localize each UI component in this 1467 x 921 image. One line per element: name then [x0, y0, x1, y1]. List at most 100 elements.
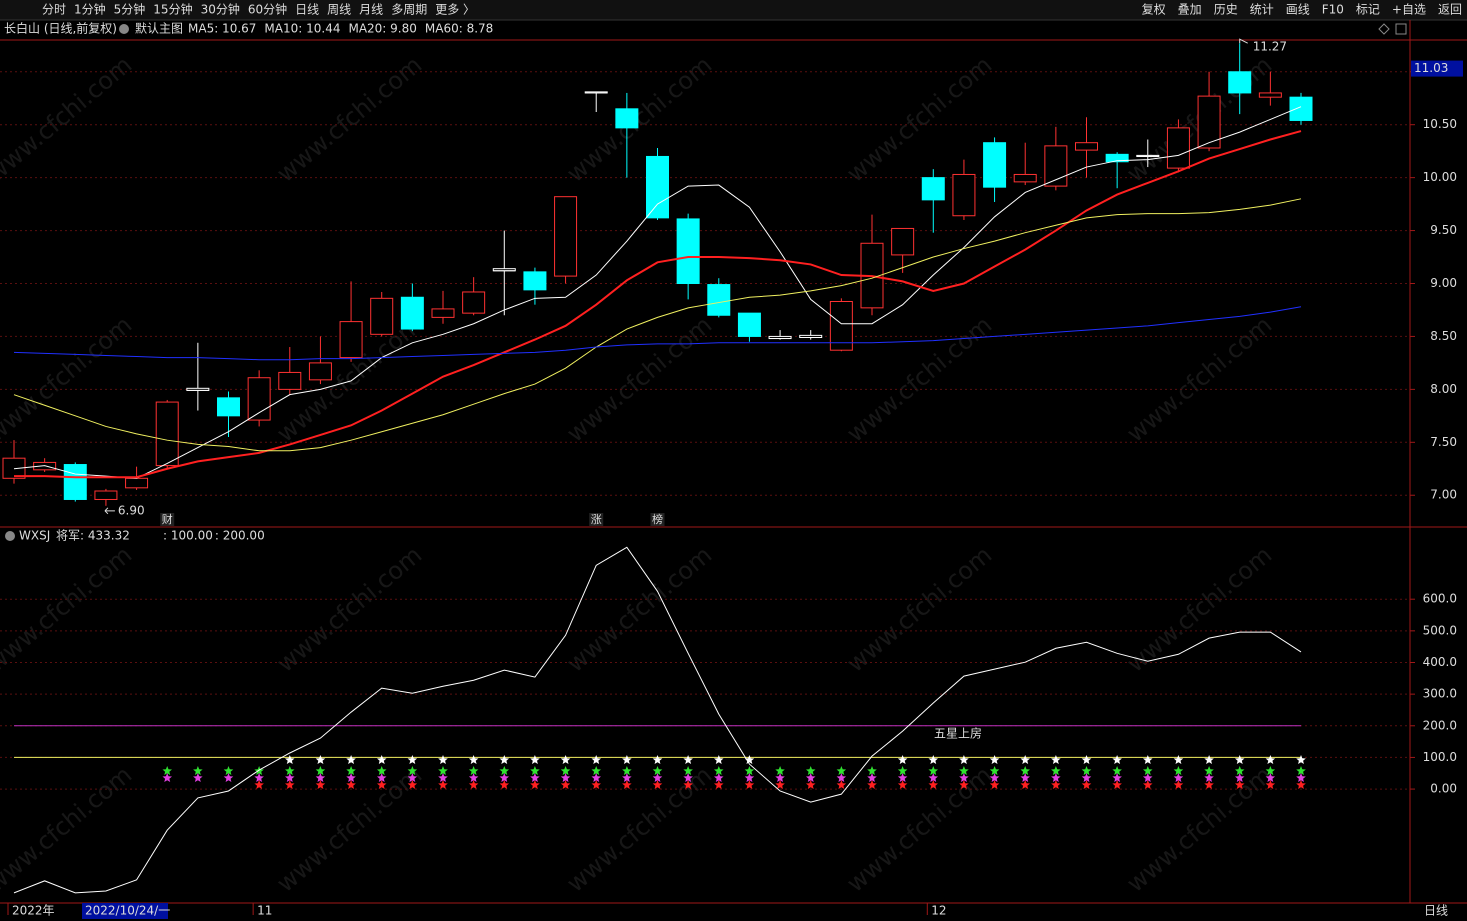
signal-star: [1143, 766, 1153, 775]
signal-star: [1112, 755, 1122, 764]
signal-star: [714, 766, 724, 775]
candle-body: [1044, 145, 1068, 187]
signal-star: [560, 780, 571, 789]
signal-star: [223, 773, 234, 782]
signal-star: [346, 766, 356, 775]
annotation: 五星上房: [934, 726, 982, 741]
y-tick-label: 200.0: [1423, 718, 1457, 732]
toolbar-tab[interactable]: 日线: [295, 3, 319, 17]
signal-star: [1296, 780, 1306, 789]
signal-star: [285, 773, 295, 782]
signal-star: [989, 766, 1000, 775]
toolbar-button[interactable]: F10: [1322, 3, 1344, 17]
toolbar-tab[interactable]: 分时: [42, 3, 66, 17]
signal-star: [989, 780, 1000, 789]
indicator-icon[interactable]: [5, 531, 15, 541]
signal-star: [530, 780, 540, 789]
toolbar-tab[interactable]: 更多 〉: [435, 3, 475, 17]
toolbar-tab[interactable]: 1分钟: [74, 2, 106, 17]
signal-star: [652, 766, 663, 775]
toolbar-button[interactable]: 返回: [1438, 3, 1462, 17]
signal-star: [193, 773, 203, 782]
candle-body: [155, 401, 179, 467]
toolbar-button[interactable]: 叠加: [1178, 3, 1202, 17]
signal-star: [377, 780, 387, 789]
signal-star: [162, 766, 172, 775]
signal-star: [346, 773, 356, 782]
signal-star: [377, 766, 387, 775]
y-tick-label: 7.00: [1430, 488, 1457, 502]
candle-body: [63, 464, 87, 500]
signal-star: [683, 780, 693, 789]
signal-star: [1265, 773, 1276, 782]
ma-line: [14, 130, 1302, 479]
toolbar-button[interactable]: 画线: [1286, 3, 1310, 17]
toolbar-tab[interactable]: 月线: [359, 3, 383, 17]
event-tag-bg[interactable]: [589, 513, 604, 526]
candle-body: [1075, 142, 1098, 151]
signal-star: [897, 773, 908, 782]
candle-body: [1013, 173, 1037, 183]
toolbar-button[interactable]: 复权: [1142, 3, 1166, 17]
toolbar-tab[interactable]: 60分钟: [248, 2, 287, 17]
panel-toggle[interactable]: [1395, 23, 1407, 35]
signal-star: [897, 766, 908, 775]
signal-star: [959, 755, 969, 764]
signal-star: [1204, 780, 1214, 789]
event-tag[interactable]: 榜: [652, 512, 663, 526]
signal-star: [499, 780, 509, 789]
signal-star: [622, 755, 632, 764]
toolbar-bg: [0, 0, 1467, 20]
last-price-label: 11.03: [1414, 61, 1448, 75]
signal-star: [1020, 780, 1030, 789]
signal-star: [1112, 766, 1122, 775]
candle-body: [247, 377, 271, 421]
signal-star: [530, 766, 540, 775]
signal-star: [1265, 766, 1276, 775]
signal-star: [714, 755, 724, 764]
toolbar-tab[interactable]: 5分钟: [114, 2, 146, 17]
candle-body: [370, 297, 394, 335]
toolbar-tab[interactable]: 30分钟: [201, 2, 240, 17]
toolbar-button[interactable]: 标记: [1356, 3, 1380, 17]
signal-star: [1020, 755, 1030, 764]
signal-star: [1051, 766, 1061, 775]
dropdown-icon[interactable]: [119, 24, 129, 34]
y-tick-label: 100.0: [1423, 750, 1457, 764]
signal-star: [315, 780, 326, 789]
toolbar-button[interactable]: +自选: [1392, 3, 1426, 17]
candle-body: [1166, 127, 1190, 169]
signal-star: [285, 755, 295, 764]
signal-star: [346, 780, 356, 789]
indicator-legend: 将军: 433.32: [56, 529, 130, 543]
y-tick-label: 10.50: [1423, 117, 1457, 131]
toolbar-button[interactable]: 历史: [1214, 3, 1238, 17]
signal-star: [928, 766, 938, 775]
toolbar-tab[interactable]: 15分钟: [153, 2, 192, 17]
toolbar-tab[interactable]: 周线: [327, 3, 351, 17]
toolbar-tab[interactable]: 多周期: [391, 3, 427, 17]
diamond-icon[interactable]: [1378, 23, 1390, 35]
candle-body: [1228, 71, 1252, 94]
signal-star: [744, 766, 755, 775]
event-tag[interactable]: 涨: [591, 513, 602, 526]
signal-star: [438, 780, 448, 789]
signal-star: [1296, 766, 1306, 775]
signal-star: [836, 780, 847, 789]
signal-star: [959, 773, 969, 782]
signal-star: [162, 773, 172, 782]
signal-star: [1081, 773, 1092, 782]
period-label[interactable]: 日线: [1424, 904, 1448, 918]
event-tag[interactable]: 财: [162, 512, 173, 526]
signal-star: [438, 773, 448, 782]
toolbar-button[interactable]: 统计: [1250, 3, 1274, 17]
event-tag-bg[interactable]: [160, 513, 175, 526]
y-tick-label: 8.50: [1430, 329, 1457, 343]
main-chart-label: 默认主图: [135, 21, 183, 36]
signal-star: [193, 766, 203, 775]
y-tick-label: 9.00: [1430, 276, 1457, 290]
event-tag-bg[interactable]: [650, 513, 665, 526]
signal-star: [744, 780, 755, 789]
x-tick-label: 12: [931, 904, 946, 918]
